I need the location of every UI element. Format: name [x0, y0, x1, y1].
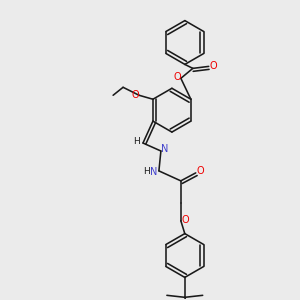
Text: N: N	[161, 144, 169, 154]
Text: H: H	[133, 136, 140, 146]
Text: O: O	[173, 72, 181, 82]
Text: O: O	[131, 90, 139, 100]
Text: O: O	[197, 166, 205, 176]
Text: O: O	[210, 61, 218, 71]
Text: H: H	[144, 167, 150, 176]
Text: O: O	[182, 215, 190, 225]
Text: N: N	[150, 167, 158, 177]
